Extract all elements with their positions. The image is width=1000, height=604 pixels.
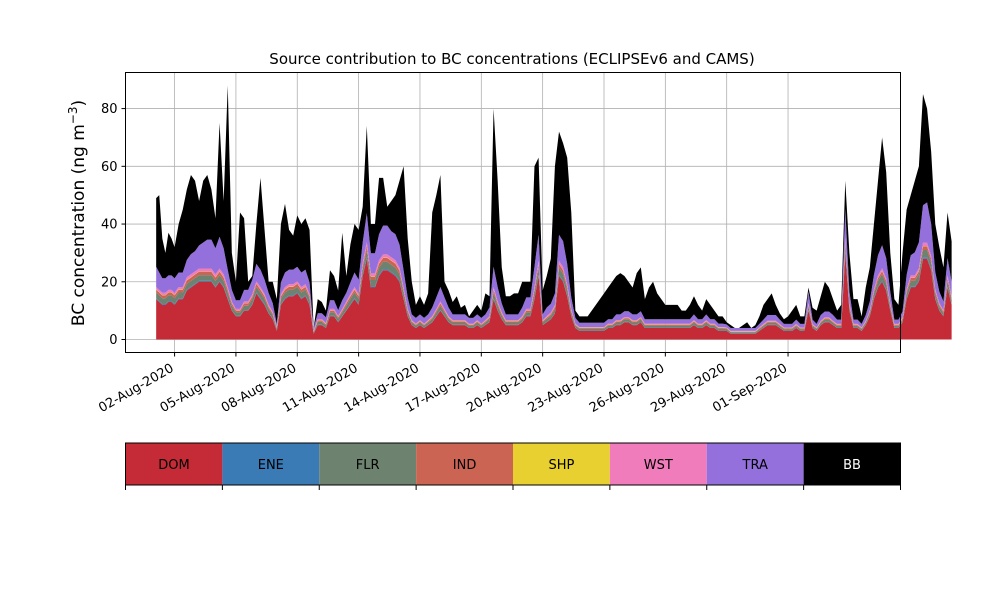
legend-swatch-ene xyxy=(222,443,320,485)
legend-frame xyxy=(125,442,901,486)
y-tick-label: 0 xyxy=(109,333,117,348)
legend-swatch-shp xyxy=(513,443,610,485)
legend-swatch-wst xyxy=(609,443,707,485)
legend-swatch-flr xyxy=(319,443,417,485)
legend-swatch-bb xyxy=(803,443,901,485)
y-tick-label: 80 xyxy=(101,102,118,117)
stacked-areas xyxy=(156,85,952,340)
area-dom xyxy=(156,252,952,340)
chart-title: Source contribution to BC concentrations… xyxy=(269,50,754,68)
area-bb xyxy=(156,85,952,328)
y-axis-ticks: 0 20 40 60 80 xyxy=(101,102,126,348)
plot-frame xyxy=(125,72,901,353)
legend-label-dom: DOM xyxy=(158,458,189,473)
y-tick-label: 40 xyxy=(101,218,118,233)
y-tick-label: 20 xyxy=(101,275,118,290)
legend-label-ene: ENE xyxy=(258,458,284,473)
legend-label-wst: WST xyxy=(644,458,673,473)
legend-swatch-dom xyxy=(125,443,223,485)
y-tick-label: 60 xyxy=(101,160,118,175)
color-legend: DOM ENE FLR IND SHP WST TRA BB xyxy=(125,442,901,490)
legend-label-shp: SHP xyxy=(549,458,575,473)
legend-swatch-ind xyxy=(416,443,513,485)
legend-label-tra: TRA xyxy=(742,458,768,473)
legend-label-flr: FLR xyxy=(356,458,380,473)
legend-label-ind: IND xyxy=(453,458,477,473)
grid xyxy=(125,72,901,353)
y-axis-label: BC concentration (ng m−3) xyxy=(66,100,89,326)
area-tra xyxy=(156,202,952,331)
legend-label-bb: BB xyxy=(843,458,861,473)
legend-swatch-tra xyxy=(706,443,804,485)
